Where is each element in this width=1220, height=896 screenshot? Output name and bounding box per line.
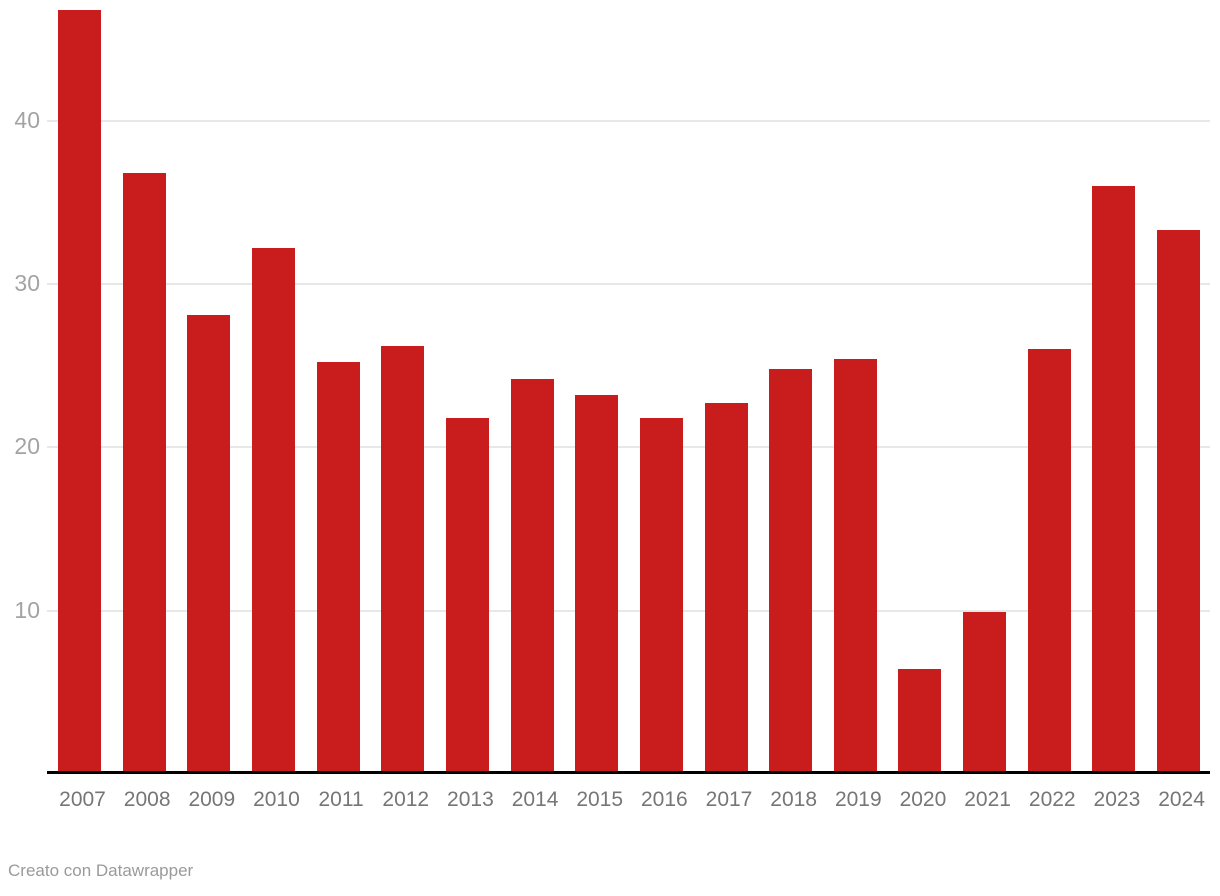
bar-2021[interactable] [963, 612, 1007, 771]
x-tick-label-2010: 2010 [253, 788, 300, 811]
x-tick-label-2015: 2015 [576, 788, 624, 811]
bar-2012[interactable] [381, 346, 425, 771]
bar-2013[interactable] [445, 418, 489, 771]
bar-2008[interactable] [122, 173, 166, 771]
x-tick-label-2021: 2021 [964, 788, 1011, 811]
bar-2009[interactable] [187, 315, 231, 771]
x-tick-label-2020: 2020 [899, 788, 947, 811]
bar-2022[interactable] [1027, 349, 1071, 771]
x-tick-label-2013: 2013 [447, 788, 494, 811]
x-tick-label-2023: 2023 [1093, 788, 1141, 811]
bar-2016[interactable] [639, 418, 683, 771]
bar-2019[interactable] [833, 359, 877, 771]
x-axis-line [47, 771, 1210, 774]
y-tick-label-20: 20 [14, 433, 40, 460]
y-tick-label-40: 40 [14, 106, 40, 133]
x-tick-label-2017: 2017 [705, 788, 753, 811]
x-tick-label-2008: 2008 [123, 788, 171, 811]
x-tick-label-2011: 2011 [318, 788, 364, 811]
bar-2011[interactable] [316, 362, 360, 771]
x-tick-label-2014: 2014 [511, 788, 559, 811]
x-tick-label-2018: 2018 [770, 788, 817, 811]
x-tick-label-2016: 2016 [640, 788, 688, 811]
y-gridline-30 [47, 283, 1210, 286]
y-gridline-40 [47, 119, 1210, 122]
bar-2015[interactable] [575, 395, 619, 771]
x-tick-label-2022: 2022 [1028, 788, 1076, 811]
x-tick-label-2012: 2012 [382, 788, 430, 811]
bar-2018[interactable] [769, 369, 813, 771]
bar-2017[interactable] [704, 403, 748, 771]
y-gridline-20 [47, 446, 1210, 449]
bar-2024[interactable] [1157, 230, 1201, 771]
y-gridline-10 [47, 609, 1210, 612]
y-tick-label-30: 30 [14, 270, 40, 297]
bar-2023[interactable] [1092, 186, 1136, 771]
bar-2020[interactable] [898, 669, 942, 771]
bar-2010[interactable] [251, 248, 295, 771]
x-tick-label-2009: 2009 [188, 788, 236, 811]
x-tick-label-2024: 2024 [1158, 788, 1205, 811]
y-tick-label-10: 10 [14, 596, 40, 623]
bar-2007[interactable] [58, 9, 101, 771]
bar-2014[interactable] [510, 378, 554, 771]
x-tick-label-2019: 2019 [834, 788, 882, 811]
x-tick-label-2007: 2007 [59, 788, 106, 811]
datawrapper-credit-link[interactable]: Creato con Datawrapper [8, 861, 194, 880]
